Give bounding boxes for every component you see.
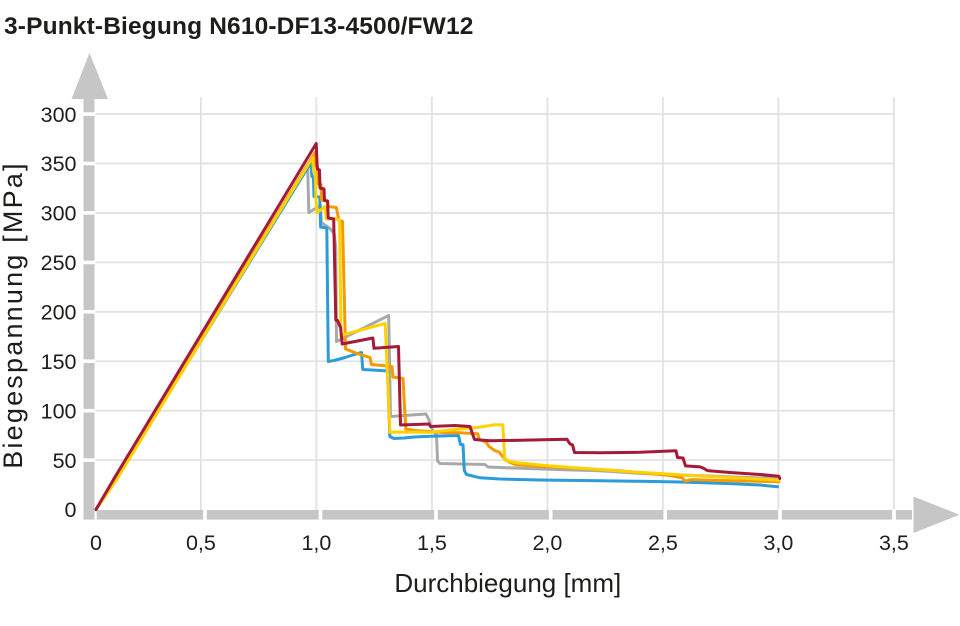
svg-text:2,5: 2,5	[648, 531, 678, 555]
svg-text:250: 250	[41, 251, 77, 275]
svg-text:1,0: 1,0	[301, 531, 331, 555]
svg-text:Durchbiegung [mm]: Durchbiegung [mm]	[394, 568, 621, 598]
svg-text:3-Punkt-Biegung N610-DF13-4500: 3-Punkt-Biegung N610-DF13-4500/FW12	[4, 13, 474, 40]
svg-text:150: 150	[41, 350, 77, 374]
svg-text:100: 100	[41, 399, 77, 423]
svg-text:0: 0	[65, 498, 77, 522]
svg-text:350: 350	[41, 152, 77, 176]
svg-text:2,0: 2,0	[532, 531, 562, 555]
svg-text:0,5: 0,5	[186, 531, 216, 555]
svg-text:Biegespannung [MPa]: Biegespannung [MPa]	[0, 161, 28, 469]
svg-text:50: 50	[53, 449, 77, 473]
svg-text:0: 0	[90, 531, 102, 555]
svg-text:3,0: 3,0	[763, 531, 793, 555]
svg-text:1,5: 1,5	[417, 531, 447, 555]
svg-text:200: 200	[41, 301, 77, 325]
svg-text:3,5: 3,5	[879, 531, 909, 555]
svg-text:300: 300	[41, 202, 77, 226]
svg-text:300: 300	[41, 103, 77, 127]
